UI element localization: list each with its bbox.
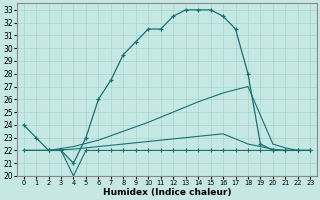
X-axis label: Humidex (Indice chaleur): Humidex (Indice chaleur)	[103, 188, 231, 197]
